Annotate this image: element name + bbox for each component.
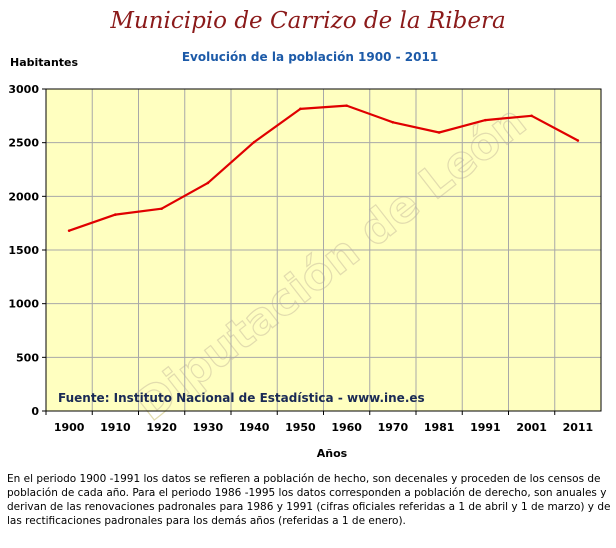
x-axis-label: Años xyxy=(317,447,348,460)
y-tick-label: 2500 xyxy=(8,137,39,150)
data-point xyxy=(437,131,441,134)
chart-title: Evolución de la población 1900 - 2011 xyxy=(181,50,439,64)
data-point xyxy=(391,120,395,124)
y-axis-ticks: 0 500 1000 1500 2000 2500 3000 xyxy=(8,83,46,418)
x-tick-label: 1910 xyxy=(100,421,131,434)
source-annotation: Fuente: Instituto Nacional de Estadístic… xyxy=(58,391,425,405)
x-tick-label: 1970 xyxy=(378,421,409,434)
data-point xyxy=(299,107,302,111)
page-title: Municipio de Carrizo de la Ribera xyxy=(110,8,506,34)
x-tick-label: 2011 xyxy=(563,421,594,434)
y-tick-label: 500 xyxy=(16,351,39,364)
x-tick-label: 2001 xyxy=(516,421,547,434)
x-tick-label: 1991 xyxy=(470,421,501,434)
population-chart: Diputación de León 050010001500200025003… xyxy=(8,56,602,460)
x-tick-label: 1950 xyxy=(285,421,316,434)
x-tick-label: 1900 xyxy=(54,421,85,434)
data-point xyxy=(67,229,71,232)
plot-border xyxy=(45,88,602,412)
data-point xyxy=(576,139,580,142)
x-tick-label: 1960 xyxy=(331,421,362,434)
gridlines xyxy=(46,89,601,411)
footnote: En el periodo 1900 -1991 los datos se re… xyxy=(7,473,611,527)
x-tick-label: 1940 xyxy=(239,421,270,434)
y-tick-label: 1500 xyxy=(8,244,39,257)
x-tick-label: 1920 xyxy=(146,421,177,434)
data-point xyxy=(252,140,256,144)
y-axis-label: Habitantes xyxy=(10,56,79,69)
x-tick-label: 1930 xyxy=(193,421,224,434)
y-tick-label: 0 xyxy=(31,405,39,418)
data-point xyxy=(160,207,163,210)
y-tick-label: 2000 xyxy=(8,190,39,203)
y-tick-label: 1000 xyxy=(8,298,39,311)
data-point xyxy=(206,181,210,185)
data-point xyxy=(114,213,117,216)
series-line-population xyxy=(68,104,579,232)
data-point xyxy=(530,114,533,118)
data-point xyxy=(484,118,487,122)
data-point xyxy=(345,104,348,107)
y-tick-label: 3000 xyxy=(8,83,39,96)
x-axis-ticks: 1900 1910 1920 1930 1940 1950 1960 1970 1981 1991… xyxy=(45,411,594,434)
data-points xyxy=(67,104,580,232)
x-tick-label: 1981 xyxy=(424,421,455,434)
